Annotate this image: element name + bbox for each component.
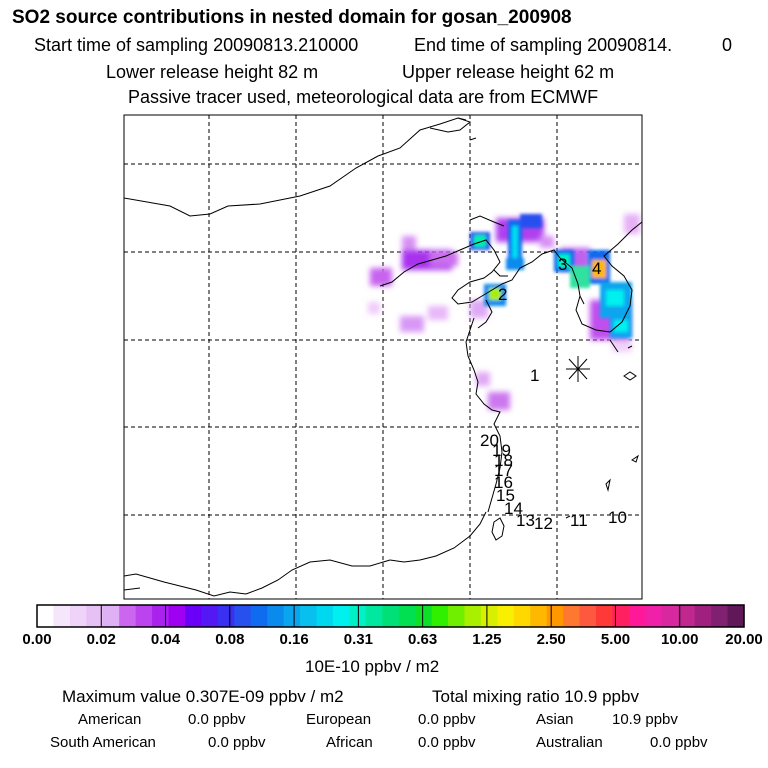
colorbar-cell: [678, 605, 696, 627]
colorbar-cell: [184, 605, 203, 627]
region-value: 0.0 ppbv: [650, 734, 708, 751]
track-label: 20: [480, 431, 499, 450]
colorbar-cell: [612, 605, 630, 627]
track-label: 3: [558, 255, 567, 274]
colorbar-cell: [727, 605, 745, 627]
colorbar-tick-label: 0.00: [22, 631, 52, 648]
map-gridlines: [124, 115, 642, 599]
colorbar-cell: [86, 605, 104, 627]
colorbar-cell: [661, 605, 679, 627]
track-label: 12: [534, 514, 553, 533]
colorbar-cell: [513, 605, 531, 627]
colorbar-cell: [316, 605, 334, 627]
lower-release-height-label: Lower release height 82 m: [106, 62, 319, 82]
colorbar-cell: [168, 605, 186, 627]
colorbar-cell: [448, 605, 466, 627]
colorbar-cell: [530, 605, 548, 627]
region-value: 0.0 ppbv: [188, 711, 246, 728]
track-label: 2: [498, 285, 507, 304]
total-mixing-ratio-label: Total mixing ratio 10.9 ppbv: [432, 687, 639, 706]
colorbar-tick-label: 0.08: [215, 631, 245, 648]
colorbar-cell: [135, 605, 153, 627]
tracer-note: Passive tracer used, meteorological data…: [128, 87, 599, 107]
station-marker-icon: [566, 356, 590, 382]
colorbar-cell: [234, 605, 252, 627]
colorbar-tick-label: 0.63: [408, 631, 438, 648]
region-name: American: [78, 711, 142, 728]
colorbar-cell: [628, 605, 646, 627]
concentration-plume-low: [368, 214, 640, 410]
region-value: 0.0 ppbv: [208, 734, 266, 751]
colorbar-cell: [217, 605, 235, 627]
colorbar-cell: [415, 605, 433, 627]
colorbar-cell: [382, 605, 400, 627]
colorbar-cell: [579, 605, 597, 627]
colorbar-cell: [332, 605, 350, 627]
colorbar-cell: [480, 605, 498, 627]
track-label: 18: [494, 451, 513, 470]
colorbar-cell: [69, 605, 87, 627]
colorbar-cell: [645, 605, 663, 627]
colorbar-cell: [119, 605, 137, 627]
track-label: 15: [496, 486, 515, 505]
track-label: 17: [494, 461, 513, 480]
track-label: 1: [530, 366, 539, 385]
map-panel: 1 2 3 4 10 11 12 13 14 15 16 17 18 19 20: [123, 114, 643, 600]
colorbar-cell: [37, 605, 55, 627]
colorbar: [36, 604, 745, 628]
region-name: Australian: [536, 734, 603, 751]
map-frame: [123, 114, 643, 600]
colorbar-tick-label: 10.00: [660, 631, 699, 648]
colorbar-cell: [267, 605, 285, 627]
colorbar-cell: [53, 605, 71, 627]
colorbar-tick-label: 0.16: [279, 631, 309, 648]
coastlines: [124, 117, 642, 597]
colorbar-cell: [546, 605, 564, 627]
upper-release-height-label: Upper release height 62 m: [402, 62, 615, 82]
colorbar-cell: [694, 605, 712, 627]
colorbar-tick-label: 0.02: [86, 631, 116, 648]
colorbar-cell: [563, 605, 581, 627]
track-label: 19: [492, 441, 511, 460]
maximum-value-label: Maximum value 0.307E-09 ppbv / m2: [62, 687, 344, 706]
end-time-suffix: 0: [722, 35, 733, 55]
colorbar-tick-label: 5.00: [600, 631, 631, 648]
colorbar-cell: [250, 605, 268, 627]
region-value: 0.0 ppbv: [418, 711, 476, 728]
colorbar-tick-label: 1.25: [472, 631, 502, 648]
colorbar-cell: [300, 605, 318, 627]
colorbar-cell: [102, 605, 120, 627]
colorbar-cell: [431, 605, 449, 627]
colorbar-cell: [464, 605, 482, 627]
colorbar-cell: [596, 605, 614, 627]
track-label: 13: [516, 511, 535, 530]
region-name: European: [306, 711, 372, 728]
colorbar-tick-label: 20.00: [725, 631, 763, 648]
region-name: South American: [50, 734, 156, 751]
page-title: SO2 source contributions in nested domai…: [12, 7, 572, 28]
region-value: 0.0 ppbv: [418, 734, 476, 751]
colorbar-tick-label: 0.04: [150, 631, 181, 648]
region-name: Asian: [536, 711, 574, 728]
colorbar-cell: [365, 605, 383, 627]
track-label: 14: [504, 499, 523, 518]
track-label: 11: [570, 511, 588, 530]
colorbar-tick-label: 0.31: [343, 631, 373, 648]
end-time-label: End time of sampling 20090814.: [414, 35, 673, 55]
colorbar-cell: [497, 605, 515, 627]
track-label: 4: [592, 259, 601, 278]
colorbar-tick-label: 2.50: [536, 631, 566, 648]
start-time-label: Start time of sampling 20090813.210000: [34, 35, 359, 55]
track-label: 16: [494, 473, 513, 492]
colorbar-cell: [201, 605, 219, 627]
colorbar-cell: [398, 605, 416, 627]
colorbar-units-label: 10E-10 ppbv / m2: [305, 657, 440, 676]
region-name: African: [326, 734, 373, 751]
colorbar-cell: [283, 605, 301, 627]
colorbar-cell: [711, 605, 729, 627]
track-label: 10: [608, 508, 627, 527]
region-value: 10.9 ppbv: [612, 711, 678, 728]
colorbar-cell: [152, 605, 170, 627]
